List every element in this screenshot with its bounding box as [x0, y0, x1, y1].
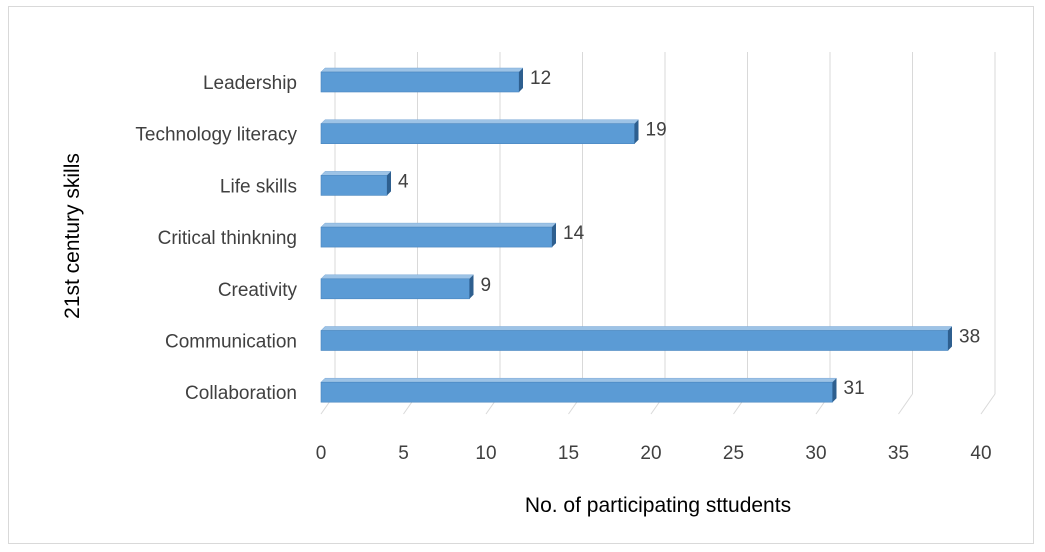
- bar-side: [634, 119, 639, 144]
- bar-top: [320, 67, 524, 73]
- data-label: 31: [844, 378, 865, 399]
- bar-side: [387, 171, 391, 196]
- bar-side: [519, 68, 523, 92]
- data-label: 19: [646, 120, 667, 141]
- data-label: 9: [481, 275, 492, 296]
- x-tick-label: 15: [558, 443, 579, 464]
- x-tick-label: 40: [970, 443, 991, 464]
- category-label: Technology literacy: [135, 125, 297, 146]
- data-label: 14: [563, 223, 585, 244]
- category-label: Creativity: [218, 280, 298, 301]
- bar-top: [320, 119, 640, 124]
- bar-top: [320, 171, 392, 176]
- bar: [320, 71, 520, 93]
- bar-side: [832, 378, 837, 403]
- chart-frame: [8, 6, 1034, 544]
- x-tick-labels: 0 5 10 15 20 25 30 35 40: [316, 443, 992, 464]
- x-tick-label: 20: [640, 443, 661, 464]
- data-label: 38: [959, 327, 980, 348]
- category-label: Life skills: [220, 176, 297, 197]
- category-label: Leadership: [203, 73, 297, 94]
- floor-gridline-40: [980, 393, 996, 415]
- data-label: 4: [398, 171, 409, 192]
- bar: [320, 381, 833, 403]
- x-tick-label: 25: [723, 443, 744, 464]
- x-tick-label: 5: [398, 443, 409, 464]
- bar-side: [469, 274, 474, 299]
- x-tick-label: 10: [475, 443, 496, 464]
- bar: [320, 175, 388, 196]
- category-label: Collaboration: [185, 383, 297, 404]
- x-tick-label: 30: [805, 443, 826, 464]
- floor-gridline-35: [898, 393, 913, 415]
- bar-top: [320, 326, 953, 331]
- bar: [320, 226, 553, 248]
- bar-side: [552, 223, 556, 248]
- bar-top: [320, 377, 838, 383]
- bar-top: [320, 274, 475, 280]
- bar-top: [320, 222, 557, 228]
- y-axis-title: 21st century skills: [61, 153, 84, 319]
- x-tick-label: 0: [316, 443, 327, 464]
- category-labels: Leadership Technology literacy Life skills…: [135, 73, 297, 404]
- bar-side: [948, 326, 952, 351]
- data-label: 12: [530, 68, 551, 89]
- data-labels: 12 19 4 14 9 38 31: [398, 68, 980, 399]
- category-label: Critical thinkning: [158, 228, 297, 249]
- bar: [320, 330, 949, 351]
- bars: [320, 67, 953, 403]
- x-tick-label: 35: [888, 443, 909, 464]
- category-label: Communication: [165, 332, 297, 353]
- bar: [320, 278, 470, 300]
- bar: [320, 123, 635, 144]
- x-axis-title: No. of participating sttudents: [525, 494, 791, 517]
